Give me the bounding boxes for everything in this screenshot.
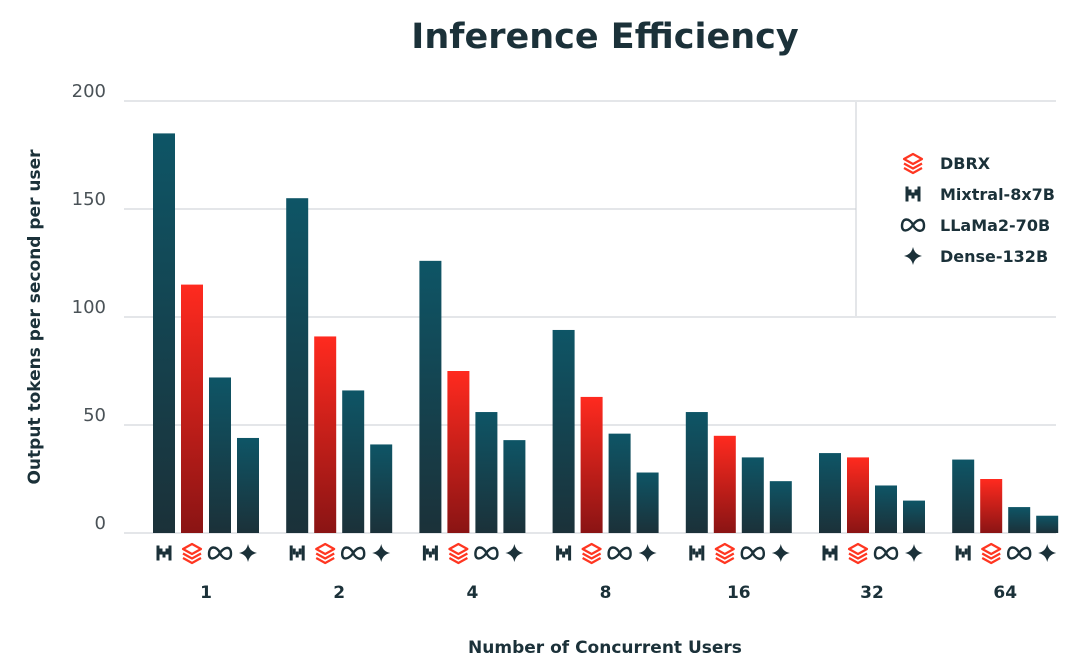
mistral-icon	[156, 545, 172, 561]
meta-icon	[207, 546, 233, 560]
meta-icon	[474, 546, 499, 560]
x-tick-label: 8	[600, 583, 612, 603]
bar-dbrx-64	[980, 479, 1003, 533]
bar-dense-132b-2	[370, 444, 393, 533]
bar-llama2-70b-2	[342, 390, 365, 533]
databricks-icon	[902, 152, 924, 175]
legend-background	[856, 102, 1056, 316]
meta-icon	[740, 546, 766, 560]
bar-dbrx-8	[580, 396, 603, 533]
bar-dense-132b-4	[503, 440, 526, 533]
y-tick-label: 50	[83, 405, 106, 426]
legend-label: LLaMa2-70B	[940, 216, 1050, 235]
y-tick-label: 0	[95, 513, 106, 534]
mistral-icon	[422, 545, 438, 561]
chart-title: Inference Efficiency	[411, 17, 799, 57]
meta-icon	[340, 546, 366, 560]
sparkle-icon	[1038, 544, 1057, 562]
bar-mixtral-8x7b-2	[286, 198, 309, 533]
y-tick-label: 200	[72, 81, 106, 102]
databricks-icon	[181, 542, 203, 565]
bar-mixtral-8x7b-16	[685, 412, 708, 533]
bar-llama2-70b-32	[875, 485, 897, 533]
bar-llama2-70b-16	[741, 457, 764, 533]
legend-label: Dense-132B	[940, 247, 1048, 266]
mistral-icon	[955, 545, 971, 561]
databricks-icon	[315, 542, 336, 565]
bar-dense-132b-32	[903, 500, 925, 533]
x-axis-ticks: 1 2 4 8 16 32 64	[200, 583, 1017, 603]
meta-icon	[607, 546, 632, 560]
legend-label: Mixtral-8x7B	[940, 185, 1055, 204]
sparkle-icon	[505, 544, 524, 562]
bar-llama2-70b-1	[209, 377, 231, 533]
bar-llama2-70b-64	[1008, 507, 1031, 533]
sparkle-icon	[904, 247, 922, 265]
bar-llama2-70b-4	[475, 412, 498, 533]
databricks-icon	[847, 542, 869, 565]
bar-dense-132b-64	[1036, 515, 1059, 533]
sparkle-icon	[905, 544, 923, 562]
bar-llama2-70b-8	[608, 433, 631, 533]
y-axis-title: Output tokens per second per user	[25, 149, 45, 485]
bar-dense-132b-1	[237, 437, 259, 533]
bar-dense-132b-16	[769, 481, 792, 533]
bar-dbrx-4	[447, 371, 470, 533]
databricks-icon	[714, 542, 735, 565]
databricks-icon	[581, 542, 602, 565]
bar-mixtral-8x7b-1	[153, 133, 175, 533]
meta-icon	[900, 218, 926, 232]
sparkle-icon	[771, 544, 790, 562]
legend-label: DBRX	[940, 154, 991, 173]
mistral-icon	[556, 545, 572, 561]
y-axis-ticks: 0 50 100 150 200	[72, 81, 106, 534]
x-axis-title: Number of Concurrent Users	[468, 638, 742, 658]
bars	[153, 133, 1059, 533]
sparkle-icon	[638, 544, 657, 562]
meta-icon	[873, 546, 899, 560]
x-tick-label: 4	[466, 583, 478, 603]
mistral-icon	[289, 545, 305, 561]
bar-mixtral-8x7b-32	[819, 453, 841, 533]
databricks-icon	[448, 542, 469, 565]
mistral-icon	[689, 545, 705, 561]
bar-mixtral-8x7b-8	[552, 329, 575, 533]
x-tick-label: 16	[727, 583, 751, 603]
mistral-icon	[822, 545, 838, 561]
bar-mixtral-8x7b-4	[419, 260, 442, 533]
x-tick-label: 64	[993, 583, 1017, 603]
sparkle-icon	[239, 544, 257, 562]
sparkle-icon	[372, 544, 391, 562]
bar-mixtral-8x7b-64	[952, 459, 975, 533]
bar-dbrx-1	[181, 284, 203, 533]
meta-icon	[1006, 546, 1032, 560]
mistral-icon	[905, 186, 921, 202]
y-tick-label: 100	[72, 297, 106, 318]
bar-dbrx-16	[713, 435, 736, 533]
databricks-icon	[981, 542, 1002, 565]
y-tick-label: 150	[72, 189, 106, 210]
bar-dbrx-32	[847, 457, 869, 533]
x-tick-label: 1	[200, 583, 212, 603]
bar-dense-132b-8	[636, 472, 659, 533]
bar-icons	[156, 542, 1057, 565]
x-tick-label: 32	[860, 583, 884, 603]
x-tick-label: 2	[333, 583, 345, 603]
bar-dbrx-2	[314, 336, 337, 533]
legend: DBRX Mixtral-8x7B LLaMa2-70B Dense-132B	[855, 102, 1056, 316]
